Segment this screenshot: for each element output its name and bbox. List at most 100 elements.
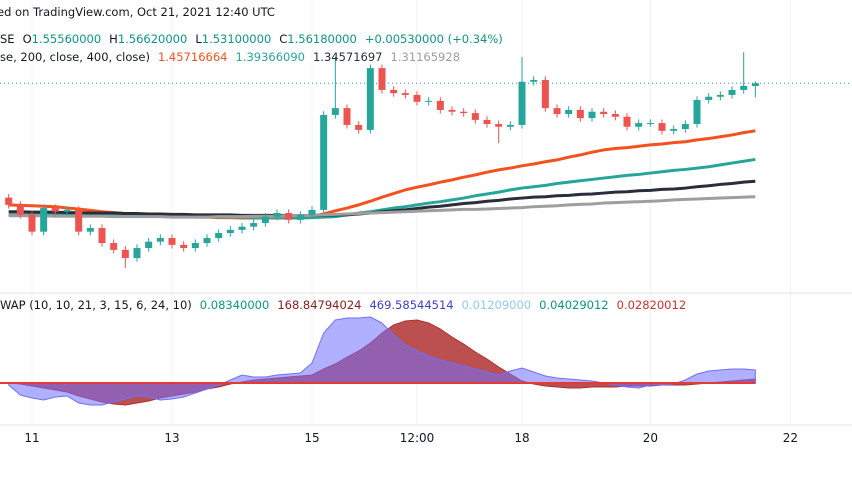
ma-value: 1.31165928 — [390, 50, 461, 64]
candle-body — [471, 113, 479, 120]
candle-body — [331, 108, 339, 115]
indicator-value: 168.84794024 — [277, 298, 362, 312]
candle-body — [460, 111, 468, 114]
candle-body — [495, 124, 503, 127]
candle-body — [168, 238, 176, 245]
ohlc-label: H — [109, 32, 118, 46]
ohlc-item: L1.53100000 — [195, 32, 271, 46]
candle-body — [716, 94, 724, 97]
ohlc-value: 1.55560000 — [31, 32, 102, 46]
change: +0.00530000 (+0.34%) — [364, 32, 503, 46]
candle-body — [133, 248, 141, 259]
candle-body — [16, 204, 24, 215]
ohlc-value: 1.56620000 — [117, 32, 188, 46]
ohlc-label: O — [22, 32, 32, 46]
candle-body — [670, 129, 678, 131]
candle-body — [530, 79, 538, 82]
candle-body — [646, 123, 654, 125]
source: ed on TradingView.com, Oct 21, 2021 12:4… — [0, 5, 275, 19]
candle-body — [86, 228, 94, 232]
candle-body — [740, 85, 748, 90]
candle-body — [51, 208, 59, 212]
candle-body — [518, 81, 526, 125]
candle-body — [611, 114, 619, 117]
ohlc-item: O1.55560000 — [23, 32, 102, 46]
x-tick-label: 15 — [304, 431, 319, 445]
indicator-value: 0.08340000 — [199, 298, 270, 312]
candle-body — [215, 233, 223, 239]
candle-body — [238, 226, 246, 230]
candle-body — [658, 123, 666, 131]
x-tick-label: 11 — [24, 431, 39, 445]
candle-body — [63, 209, 71, 212]
ma-value: 1.39366090 — [235, 50, 305, 64]
candle-body — [273, 213, 281, 217]
indicator-params: WAP (10, 10, 21, 3, 15, 6, 24, 10) — [0, 298, 192, 312]
ohlc-label: L — [195, 32, 202, 46]
candle-body — [5, 197, 13, 205]
candle-body — [483, 119, 491, 125]
candle-body — [156, 238, 164, 242]
candle-body — [413, 94, 421, 102]
ma-value: 1.34571697 — [312, 50, 383, 64]
candle-body — [565, 109, 573, 115]
candle-body — [623, 116, 631, 127]
candle-body — [436, 100, 444, 110]
moving-average — [8, 157, 756, 220]
candle-body — [681, 124, 689, 130]
candle-body — [751, 83, 759, 87]
candle-body — [635, 123, 643, 127]
indicator-value: 469.58544514 — [369, 298, 454, 312]
indicator-legend: WAP (10, 10, 21, 3, 15, 6, 24, 10) 0.083… — [0, 298, 686, 312]
candle-body — [366, 68, 374, 130]
candle-body — [191, 243, 199, 249]
symbol: SE — [0, 32, 15, 46]
candle-body — [320, 114, 328, 210]
candle-body — [261, 216, 269, 224]
candle-body — [296, 214, 304, 220]
indicator-value: 0.01209000 — [461, 298, 532, 312]
candle-body — [448, 109, 456, 112]
indicator-area — [8, 316, 756, 406]
source-line: ed on TradingView.com, Oct 21, 2021 12:4… — [0, 5, 275, 19]
x-tick-label: 20 — [643, 431, 658, 445]
candle-body — [98, 228, 106, 244]
x-tick-label: 18 — [514, 431, 529, 445]
ohlc-item: H1.56620000 — [109, 32, 187, 46]
ohlc-value: 1.53100000 — [201, 32, 272, 46]
candle-body — [401, 93, 409, 95]
ma-params: se, 200, close, 400, close) — [0, 50, 150, 64]
moving-average — [8, 195, 756, 219]
ma-legend: se, 200, close, 400, close) 1.45716664 1.… — [0, 50, 460, 64]
ma-value: 1.45716664 — [157, 50, 228, 64]
candle-body — [40, 208, 48, 232]
ohlc-legend: SE O1.55560000 H1.56620000 L1.53100000 C1.5… — [0, 32, 503, 46]
ohlc-item: C1.56180000 — [279, 32, 357, 46]
candle-body — [180, 244, 188, 249]
candle-body — [588, 111, 596, 119]
candle-body — [343, 108, 351, 125]
candle-body — [308, 209, 316, 215]
x-tick-label: 12:00 — [400, 431, 435, 445]
candle-body — [250, 223, 258, 227]
ohlc-value: 1.56180000 — [287, 32, 357, 46]
ohlc-label: C — [279, 32, 288, 46]
candle-body — [541, 79, 549, 109]
candle-body — [390, 89, 398, 94]
x-tick-label: 13 — [164, 431, 179, 445]
candle-body — [425, 100, 433, 102]
candle-body — [285, 213, 293, 220]
candle-body — [75, 209, 83, 232]
candle-body — [600, 111, 608, 115]
candle-body — [506, 124, 514, 127]
candle-body — [553, 108, 561, 115]
candle-body — [203, 238, 211, 244]
candle-body — [226, 229, 234, 234]
candle-body — [576, 109, 584, 119]
candle-body — [145, 241, 153, 249]
indicator-value: 0.04029012 — [539, 298, 609, 312]
indicator-value: 0.02820012 — [616, 298, 687, 312]
candle-body — [705, 96, 713, 100]
